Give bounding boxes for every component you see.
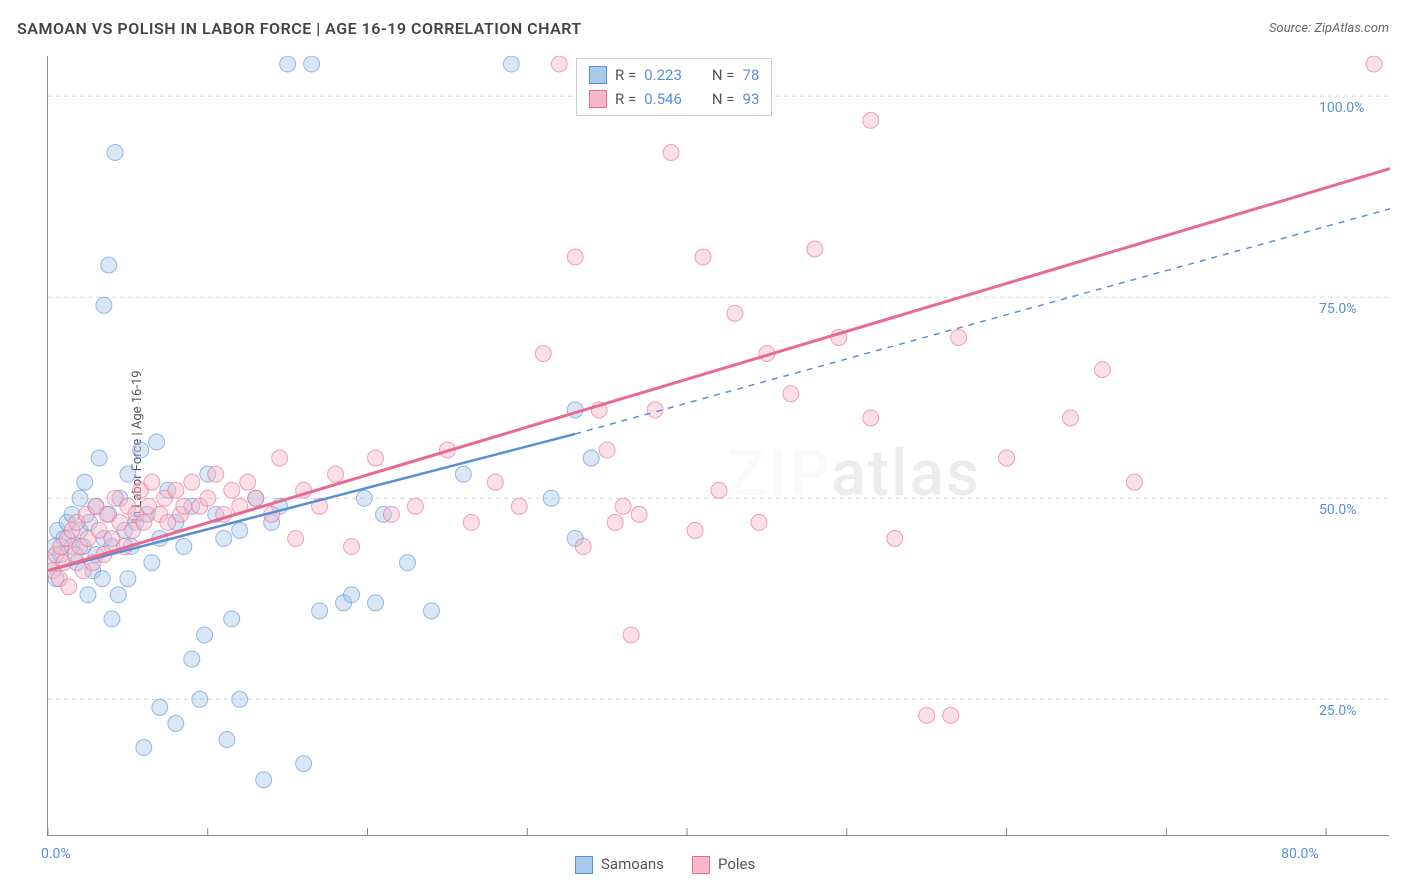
n-label: N = xyxy=(712,66,735,84)
plot-svg xyxy=(48,56,1390,836)
y-tick-label: 100.0% xyxy=(1319,100,1364,116)
source-label: Source: xyxy=(1269,21,1314,36)
legend-swatch xyxy=(589,66,607,84)
n-label: N = xyxy=(712,90,735,108)
chart-container: SAMOAN VS POLISH IN LABOR FORCE | AGE 16… xyxy=(0,0,1406,892)
plot-area: In Labor Force | Age 16-19 ZIPatlas R =0… xyxy=(47,56,1389,836)
x-tick-label: 0.0% xyxy=(41,846,71,862)
chart-source: Source: ZipAtlas.com xyxy=(1269,21,1389,36)
chart-title: SAMOAN VS POLISH IN LABOR FORCE | AGE 16… xyxy=(17,19,582,38)
legend-swatch xyxy=(575,856,593,874)
r-label: R = xyxy=(615,90,636,108)
source-value: ZipAtlas.com xyxy=(1314,21,1389,36)
r-label: R = xyxy=(615,66,636,84)
legend-swatch xyxy=(692,856,710,874)
series-legend-label: Poles xyxy=(718,855,755,873)
y-tick-label: 50.0% xyxy=(1319,502,1357,518)
r-value: 0.546 xyxy=(644,90,682,108)
correlation-legend-row: R = 0.223 N = 78 xyxy=(589,63,759,87)
correlation-legend-row: R = 0.546 N = 93 xyxy=(589,87,759,111)
series-legend-item: Samoans xyxy=(575,855,664,874)
chart-header: SAMOAN VS POLISH IN LABOR FORCE | AGE 16… xyxy=(17,14,1389,42)
r-value: 0.223 xyxy=(644,66,682,84)
y-tick-label: 75.0% xyxy=(1319,301,1357,317)
series-legend: Samoans Poles xyxy=(575,855,755,874)
y-tick-label: 25.0% xyxy=(1319,703,1357,719)
series-legend-item: Poles xyxy=(692,855,755,874)
series-legend-label: Samoans xyxy=(601,855,664,873)
x-tick-label: 80.0% xyxy=(1281,846,1319,862)
n-value: 78 xyxy=(743,66,760,84)
n-value: 93 xyxy=(743,90,760,108)
correlation-legend: R = 0.223 N = 78 R = 0.546 N = 93 xyxy=(576,58,772,116)
legend-swatch xyxy=(589,90,607,108)
